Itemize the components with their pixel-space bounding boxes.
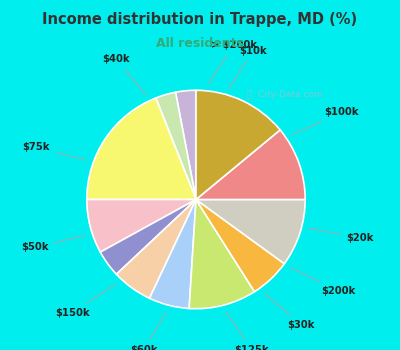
- Wedge shape: [189, 199, 254, 309]
- Text: $40k: $40k: [102, 54, 146, 94]
- Text: > $200k: > $200k: [208, 40, 256, 84]
- Text: $150k: $150k: [55, 284, 116, 317]
- Text: Income distribution in Trappe, MD (%): Income distribution in Trappe, MD (%): [42, 12, 358, 27]
- Text: $10k: $10k: [229, 46, 267, 88]
- Text: $200k: $200k: [290, 267, 356, 296]
- Wedge shape: [116, 199, 196, 298]
- Wedge shape: [150, 199, 196, 308]
- Wedge shape: [196, 199, 284, 292]
- Text: $100k: $100k: [292, 107, 359, 134]
- Text: ⓘ  City-Data.com: ⓘ City-Data.com: [247, 90, 322, 99]
- Text: $20k: $20k: [309, 228, 374, 243]
- Wedge shape: [100, 199, 196, 274]
- Text: $60k: $60k: [130, 312, 166, 350]
- Wedge shape: [87, 199, 196, 252]
- Text: $125k: $125k: [226, 312, 269, 350]
- Wedge shape: [176, 90, 196, 199]
- Text: $30k: $30k: [265, 293, 314, 330]
- Text: $50k: $50k: [21, 235, 85, 252]
- Wedge shape: [196, 199, 305, 264]
- Wedge shape: [196, 130, 305, 199]
- Text: $75k: $75k: [23, 142, 86, 160]
- Wedge shape: [156, 92, 196, 200]
- Wedge shape: [196, 90, 280, 199]
- Wedge shape: [87, 98, 196, 200]
- Text: All residents: All residents: [156, 37, 244, 50]
